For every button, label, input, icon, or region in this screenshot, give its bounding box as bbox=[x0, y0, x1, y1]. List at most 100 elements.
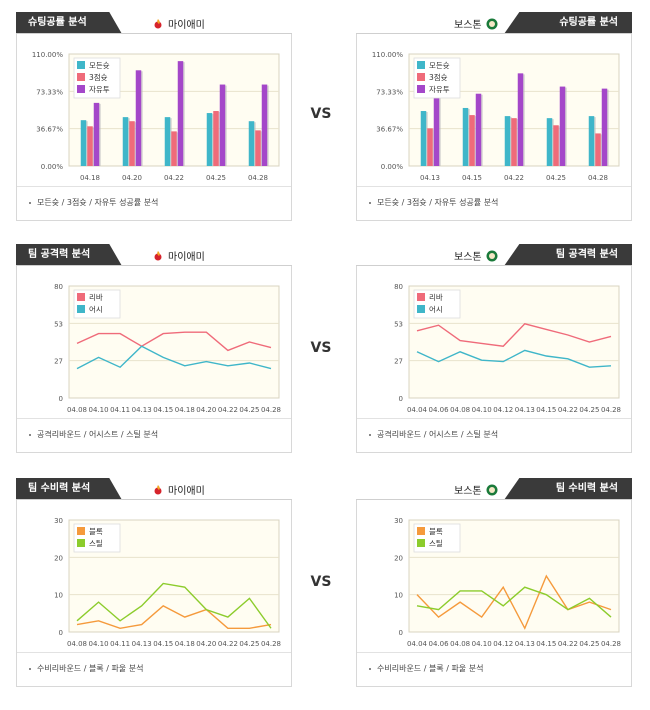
x-tick-label: 04.08 bbox=[67, 406, 87, 414]
bar-3점슛 bbox=[553, 125, 559, 166]
legend-label: 자유투 bbox=[429, 85, 450, 94]
header-divider bbox=[16, 33, 292, 34]
legend-swatch bbox=[77, 305, 85, 313]
series-line-블록 bbox=[416, 574, 612, 630]
team-label: 보스톤 bbox=[454, 482, 498, 497]
legend-swatch bbox=[417, 293, 425, 301]
y-tick-label: 80 bbox=[394, 283, 403, 291]
x-tick-label: 04.18 bbox=[175, 406, 195, 414]
team-label: 마이애미 bbox=[152, 16, 205, 31]
bar-모든슛 bbox=[206, 113, 213, 166]
bar-자유투 bbox=[601, 88, 608, 166]
x-tick-label: 04.15 bbox=[536, 640, 556, 648]
bar-자유투 bbox=[475, 93, 482, 166]
vs-label: VS bbox=[310, 340, 332, 356]
legend-swatch bbox=[77, 85, 85, 93]
bar-3점슛 bbox=[427, 128, 433, 166]
panel-title: 슈팅공률 분석 bbox=[504, 12, 632, 34]
x-tick-label: 04.06 bbox=[429, 640, 450, 648]
panel-header: 슈팅공률 분석 보스톤 bbox=[356, 12, 632, 34]
y-tick-label: 110.00% bbox=[372, 51, 403, 59]
heat-logo-icon bbox=[154, 484, 162, 494]
x-tick-label: 04.28 bbox=[261, 406, 281, 414]
y-tick-label: 53 bbox=[54, 320, 63, 328]
x-tick-label: 04.08 bbox=[450, 640, 470, 648]
series-line-스틸 bbox=[76, 582, 272, 629]
x-tick-label: 04.13 bbox=[515, 640, 535, 648]
team-label: 마이애미 bbox=[152, 482, 205, 497]
bar-3점슛 bbox=[87, 126, 93, 166]
x-tick-label: 04.22 bbox=[218, 406, 238, 414]
caption-text: 수비리바운드 / 블록 / 파울 분석 bbox=[37, 664, 144, 673]
team-name: 마이애미 bbox=[168, 486, 205, 497]
panel-attack-left: 팀 공격력 분석 마이애미 80 53 27 0 04.08 04.10 04.11 04.1… bbox=[16, 244, 292, 454]
header-divider bbox=[356, 499, 632, 500]
bar-모든슛 bbox=[588, 116, 595, 166]
x-tick-label: 04.22 bbox=[504, 174, 524, 182]
legend-label: 리바 bbox=[89, 292, 103, 302]
x-tick-label: 04.28 bbox=[588, 174, 608, 182]
x-tick-label: 04.22 bbox=[218, 640, 238, 648]
team-label: 보스톤 bbox=[454, 248, 498, 263]
y-tick-label: 53 bbox=[394, 320, 403, 328]
bar-자유투 bbox=[517, 73, 524, 166]
series-line-스틸 bbox=[416, 586, 612, 618]
chart-caption: 수비리바운드 / 블록 / 파울 분석 bbox=[357, 652, 631, 684]
legend-label: 3점슛 bbox=[429, 72, 448, 82]
bar-모든슛 bbox=[462, 107, 469, 166]
x-tick-label: 04.11 bbox=[110, 640, 130, 648]
caption-text: 공격리바운드 / 어시스트 / 스틸 분석 bbox=[37, 430, 159, 439]
x-tick-label: 04.28 bbox=[248, 174, 268, 182]
y-tick-label: 30 bbox=[54, 517, 63, 525]
panel-shoot-right: 슈팅공률 분석 보스톤 110.00% 73.33% 36.67% 0.00% 04.1… bbox=[356, 12, 632, 222]
bar-3점슛 bbox=[129, 121, 135, 166]
team-name: 마이애미 bbox=[168, 20, 205, 31]
x-tick-label: 04.28 bbox=[601, 640, 621, 648]
bar-자유투 bbox=[433, 96, 440, 166]
panel-title: 팀 수비력 분석 bbox=[504, 478, 632, 500]
legend-swatch bbox=[417, 73, 425, 81]
bar-모든슛 bbox=[420, 111, 427, 166]
panel-title: 슈팅공률 분석 bbox=[16, 12, 122, 34]
bar-chart: 110.00% 73.33% 36.67% 0.00% 04.13 04.15 04.22 0… bbox=[372, 51, 620, 182]
panel-header: 팀 공격력 분석 보스톤 bbox=[356, 244, 632, 266]
bar-모든슛 bbox=[504, 116, 511, 166]
x-tick-label: 04.10 bbox=[89, 406, 109, 414]
legend-label: 3점슛 bbox=[89, 72, 108, 82]
x-tick-label: 04.10 bbox=[472, 406, 492, 414]
legend-swatch bbox=[77, 539, 85, 547]
y-tick-label: 27 bbox=[54, 358, 63, 366]
y-tick-label: 20 bbox=[54, 554, 63, 562]
x-tick-label: 04.15 bbox=[153, 640, 173, 648]
vs-label: VS bbox=[310, 106, 332, 122]
header-divider bbox=[356, 265, 632, 266]
x-tick-label: 04.20 bbox=[122, 174, 142, 182]
panel-body: 110.00% 73.33% 36.67% 0.00% 04.13 04.15 04.22 0… bbox=[356, 34, 632, 221]
bar-3점슛 bbox=[255, 130, 261, 166]
x-tick-label: 04.13 bbox=[420, 174, 440, 182]
legend-swatch bbox=[77, 293, 85, 301]
x-tick-label: 04.15 bbox=[536, 406, 556, 414]
x-tick-label: 04.25 bbox=[579, 640, 599, 648]
x-tick-label: 04.22 bbox=[558, 406, 578, 414]
team-name: 마이애미 bbox=[168, 252, 205, 263]
x-tick-label: 04.04 bbox=[407, 640, 428, 648]
bar-모든슛 bbox=[164, 117, 171, 166]
y-tick-label: 73.33% bbox=[376, 88, 403, 96]
bar-자유투 bbox=[261, 84, 268, 166]
panel-defense-right: 팀 수비력 분석 보스톤 30 20 10 0 04.04 04.06 04.08 04.10… bbox=[356, 478, 632, 688]
heat-logo-icon bbox=[154, 250, 162, 260]
y-tick-label: 20 bbox=[394, 554, 403, 562]
caption-text: 모든슛 / 3점슛 / 자유투 성공률 분석 bbox=[37, 198, 159, 207]
bar-3점슛 bbox=[511, 118, 517, 166]
team-name: 보스톤 bbox=[454, 486, 482, 497]
y-tick-label: 10 bbox=[394, 592, 403, 600]
legend-label: 스틸 bbox=[429, 539, 443, 548]
y-tick-label: 0 bbox=[399, 629, 403, 637]
header-divider bbox=[356, 33, 632, 34]
bar-모든슛 bbox=[80, 120, 87, 166]
